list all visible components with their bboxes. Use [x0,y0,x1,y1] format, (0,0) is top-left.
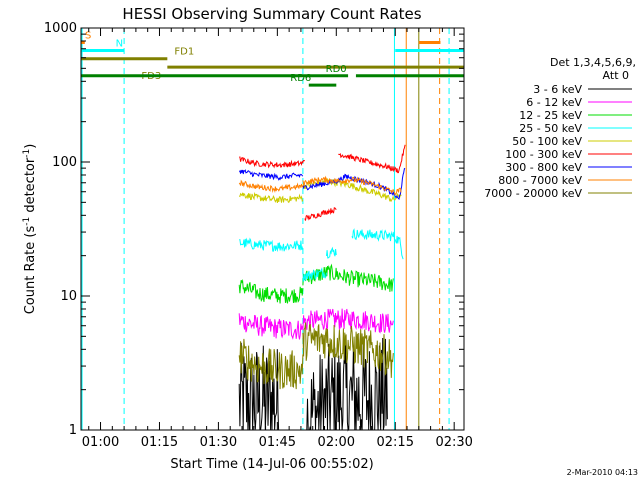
series-8-segment-0 [238,338,304,390]
y-axis-label: Count Rate (s-1 detector-1) [22,144,38,315]
series-8-segment-1 [302,322,394,378]
legend-label-4: 50 - 100 keV [512,135,582,148]
x-tick-label-5: 02:15 [377,435,414,450]
legend-label-3: 25 - 50 keV [519,122,582,135]
series-7-segment-1 [302,175,402,197]
series-3-segment-3 [351,228,404,260]
series-3-segment-2 [326,246,337,259]
legend-label-1: 6 - 12 keV [526,96,582,109]
plot-frame [80,27,465,431]
y-axis: 1 10 100 1000 [44,21,464,438]
legend-label-7: 800 - 7000 keV [498,174,582,187]
footer-date: 2-Mar-2010 04:13 [567,468,638,477]
series-1-segment-1 [302,308,394,334]
series-3-segment-0 [239,237,304,253]
series-2-segment-1 [302,263,394,292]
legend-label-0: 3 - 6 keV [533,83,582,96]
legend-header-detectors: Det 1,3,4,5,6,9, [550,56,636,69]
y-tick-label-1: 10 [60,289,77,304]
x-tick-label-4: 02:00 [318,435,355,450]
legend-header-attenuator: Att 0 [603,69,629,82]
series-5-segment-1 [304,207,337,221]
flag-label-0: S [85,30,91,41]
x-axis-label: Start Time (14-Jul-06 00:55:02) [170,457,373,472]
flag-label-6: RD0 [326,64,347,75]
series-1-segment-0 [238,313,304,340]
series-7-segment-0 [238,179,304,193]
series-5-segment-2 [338,144,406,174]
series-5-segment-0 [239,156,305,169]
chart-title: HESSI Observing Summary Count Rates [122,5,421,23]
legend-label-8: 7000 - 20000 keV [484,187,582,200]
series-6-segment-0 [238,169,304,181]
flag-label-4: FD1 [174,47,194,58]
x-axis: 01:00 01:15 01:30 01:45 02:00 02:15 02:30 [82,28,473,450]
series-0-segment-0 [238,342,280,431]
legend-label-2: 12 - 25 keV [519,109,582,122]
series-3-segment-1 [302,267,327,282]
x-tick-label-6: 02:30 [435,435,472,450]
y-tick-label-2: 100 [52,155,77,170]
legend-label-6: 300 - 800 keV [505,161,582,174]
x-tick-label-2: 01:30 [200,435,237,450]
x-tick-label-1: 01:15 [141,435,178,450]
legend-label-5: 100 - 300 keV [505,148,582,161]
series-4-segment-0 [238,191,304,204]
series-2-segment-0 [238,278,304,304]
y-tick-label-0: 1 [69,423,77,438]
y-tick-label-3: 1000 [44,21,77,36]
flag-label-2: N [116,38,123,49]
flag-label-8: RD6 [290,73,311,84]
x-tick-label-3: 01:45 [259,435,296,450]
x-tick-label-0: 01:00 [82,435,119,450]
